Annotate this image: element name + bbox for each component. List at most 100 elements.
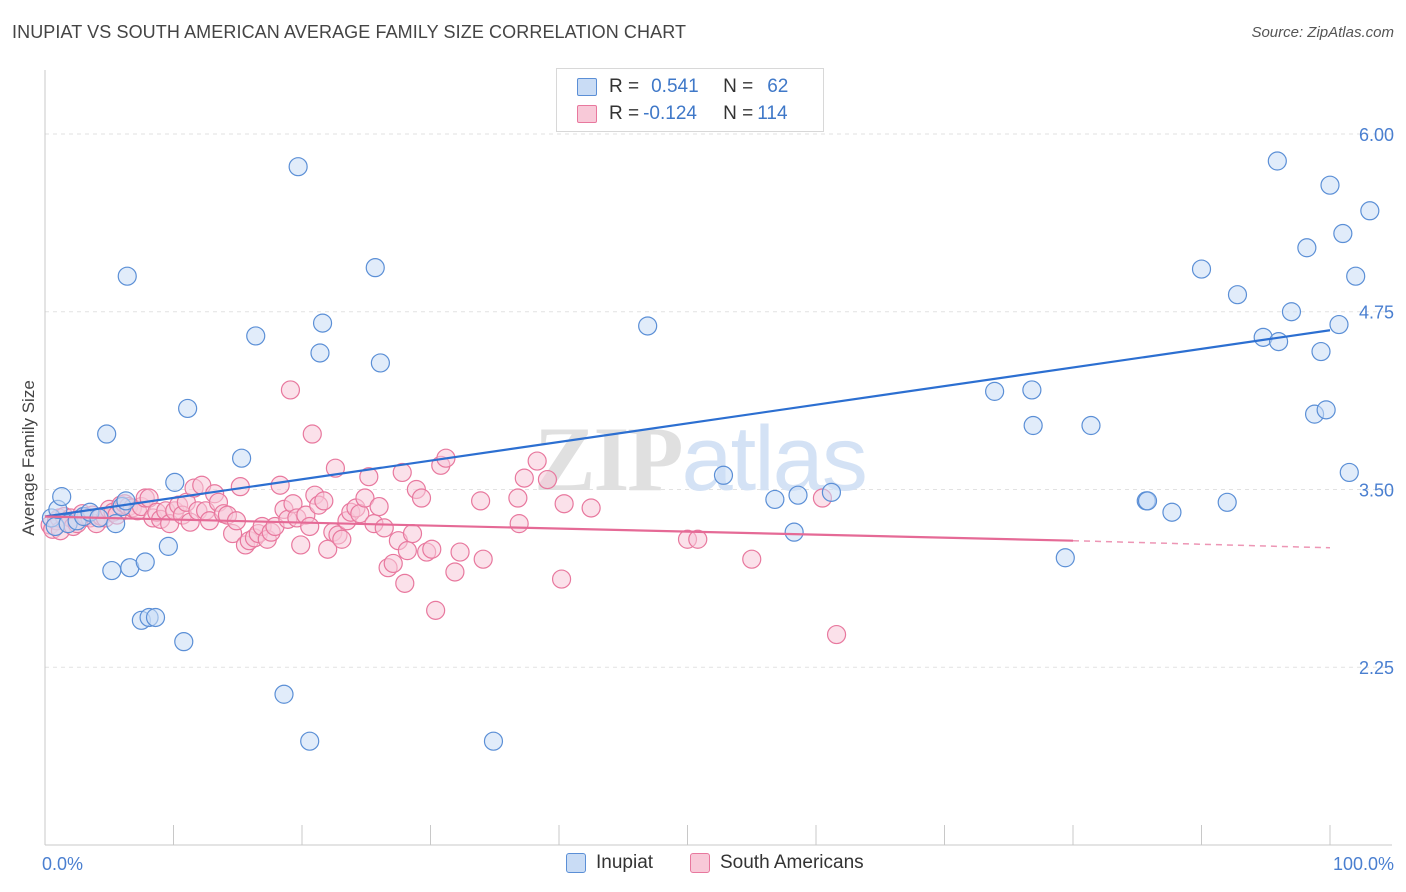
south-point-83 bbox=[383, 553, 403, 574]
gridlines bbox=[45, 133, 1392, 668]
inupiat-point-49 bbox=[1217, 492, 1237, 512]
inupiat-point-17 bbox=[135, 552, 155, 572]
south-point-106 bbox=[826, 624, 847, 645]
bottom-legend-inupiat: Inupiat bbox=[566, 852, 653, 874]
inupiat-point-40 bbox=[985, 381, 1005, 401]
source-label: Source: ZipAtlas.com bbox=[1251, 24, 1394, 41]
inupiat-point-38 bbox=[788, 485, 808, 505]
inupiat-point-39 bbox=[821, 482, 842, 502]
inupiat-swatch bbox=[577, 78, 597, 96]
inupiat-point-55 bbox=[1297, 238, 1317, 258]
inupiat-point-48 bbox=[1191, 259, 1212, 279]
south-point-107 bbox=[280, 380, 301, 400]
south-trendline-extension bbox=[1072, 539, 1331, 549]
inupiat-point-13 bbox=[116, 491, 136, 511]
inupiat-point-62 bbox=[1339, 462, 1359, 483]
south-point-80 bbox=[369, 496, 389, 517]
inupiat-trendline bbox=[44, 329, 1331, 518]
inupiat-point-24 bbox=[232, 448, 252, 468]
south-point-78 bbox=[359, 467, 379, 487]
south-point-100 bbox=[551, 569, 572, 589]
south-point-92 bbox=[426, 600, 446, 620]
south-point-108 bbox=[302, 424, 322, 444]
south-point-58 bbox=[270, 475, 290, 495]
inupiat-point-53 bbox=[1268, 332, 1289, 352]
south-n-value: 114 bbox=[757, 103, 788, 124]
legend-row-south: R = -0.124 N = 114 bbox=[577, 101, 788, 127]
inupiat-point-52 bbox=[1267, 151, 1287, 171]
south-point-114 bbox=[537, 469, 558, 490]
south-n-label: N = bbox=[723, 103, 754, 124]
south-trendline bbox=[44, 515, 1074, 542]
inupiat-point-50 bbox=[1227, 285, 1248, 305]
inupiat-point-58 bbox=[1316, 400, 1336, 420]
y-tick-labels: 2.25 3.50 4.75 6.00 bbox=[1359, 125, 1394, 678]
inupiat-point-61 bbox=[1329, 314, 1349, 335]
south-point-72 bbox=[332, 529, 352, 549]
bottom-legend-south: South Americans bbox=[690, 852, 864, 874]
legend-row-inupiat: R = 0.541 N = 62 bbox=[577, 74, 788, 100]
x-tick-label-right: 100.0% bbox=[1333, 854, 1394, 874]
south-point-111 bbox=[471, 491, 491, 511]
south-point-101 bbox=[554, 494, 574, 514]
inupiat-point-36 bbox=[765, 489, 785, 510]
inupiat-point-28 bbox=[300, 731, 320, 751]
inupiat-point-30 bbox=[312, 313, 333, 333]
inupiat-point-19 bbox=[145, 607, 166, 628]
south-point-104 bbox=[742, 549, 762, 569]
south-point-99 bbox=[527, 451, 547, 471]
inupiat-point-54 bbox=[1281, 302, 1302, 322]
inupiat-point-46 bbox=[1137, 491, 1158, 511]
south-point-115 bbox=[581, 498, 601, 518]
inupiat-point-27 bbox=[288, 157, 308, 177]
south-point-96 bbox=[450, 542, 470, 562]
inupiat-point-21 bbox=[165, 472, 185, 492]
trendlines bbox=[44, 329, 1331, 549]
y-tick-label-2: 4.75 bbox=[1359, 303, 1394, 323]
south-r-label: R = bbox=[609, 103, 640, 124]
inupiat-point-57 bbox=[1311, 341, 1331, 362]
inupiat-point-34 bbox=[638, 316, 658, 336]
bottom-south-label: South Americans bbox=[720, 852, 864, 873]
inupiat-point-9 bbox=[97, 424, 117, 444]
inupiat-point-43 bbox=[1055, 548, 1075, 568]
south-point-85 bbox=[392, 462, 412, 483]
south-point-68 bbox=[314, 491, 334, 511]
inupiat-point-20 bbox=[158, 536, 178, 556]
inupiat-point-26 bbox=[274, 684, 294, 704]
inupiat-point-47 bbox=[1162, 502, 1182, 522]
south-point-91 bbox=[422, 539, 442, 559]
inupiat-point-31 bbox=[365, 258, 385, 278]
bottom-inupiat-swatch bbox=[566, 853, 586, 873]
inupiat-r-value: 0.541 bbox=[651, 76, 699, 97]
inupiat-point-3 bbox=[52, 487, 72, 507]
inupiat-point-42 bbox=[1023, 415, 1043, 436]
south-point-97 bbox=[508, 488, 528, 508]
inupiat-point-59 bbox=[1320, 175, 1340, 195]
south-point-113 bbox=[514, 468, 534, 488]
inupiat-point-22 bbox=[174, 632, 194, 652]
inupiat-point-14 bbox=[117, 266, 137, 286]
inupiat-point-32 bbox=[370, 353, 390, 373]
south-point-95 bbox=[445, 562, 465, 582]
axes bbox=[44, 70, 1392, 846]
inupiat-point-41 bbox=[1022, 380, 1042, 400]
south-point-110 bbox=[395, 573, 415, 593]
inupiat-n-label: N = bbox=[723, 76, 754, 97]
y-axis-label: Average Family Size bbox=[19, 380, 38, 536]
south-point-112 bbox=[473, 549, 493, 569]
south-point-87 bbox=[402, 523, 423, 544]
south-point-81 bbox=[374, 518, 394, 538]
inupiat-point-23 bbox=[178, 398, 198, 419]
inupiat-r-label: R = bbox=[609, 76, 640, 97]
inupiat-point-60 bbox=[1333, 223, 1353, 244]
south-point-86 bbox=[397, 541, 417, 561]
inupiat-point-10 bbox=[102, 560, 122, 581]
bottom-inupiat-label: Inupiat bbox=[596, 852, 654, 873]
inupiat-n-value: 62 bbox=[767, 76, 789, 97]
inupiat-point-64 bbox=[1346, 266, 1366, 286]
south-r-value: -0.124 bbox=[643, 103, 697, 124]
bottom-south-swatch bbox=[690, 853, 710, 873]
inupiat-point-35 bbox=[713, 465, 734, 485]
south-point-89 bbox=[411, 488, 432, 508]
